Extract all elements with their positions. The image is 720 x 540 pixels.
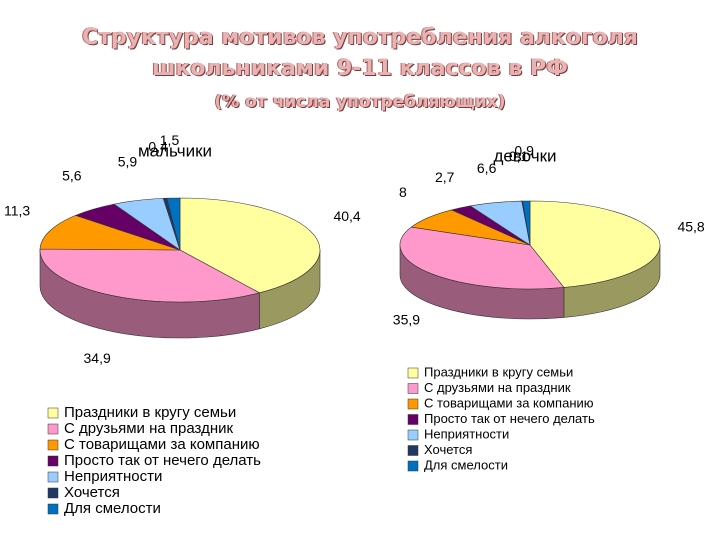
legend-label: С товарищами за компанию bbox=[64, 436, 260, 453]
legend-swatch bbox=[47, 407, 59, 419]
data-label: 35,9 bbox=[393, 311, 420, 327]
data-label: 0,4 bbox=[148, 139, 168, 155]
data-label: 34,9 bbox=[84, 350, 111, 366]
legend-label: Для смелости bbox=[424, 457, 508, 472]
legend-label: Неприятности bbox=[424, 426, 509, 441]
legend-label: Праздники в кругу семьи bbox=[64, 404, 236, 421]
legend-swatch bbox=[407, 460, 419, 472]
legend-label: С друзьями на праздник bbox=[64, 420, 233, 437]
data-label: 1,5 bbox=[160, 132, 180, 148]
legend-swatch bbox=[47, 423, 59, 435]
slice bbox=[166, 197, 181, 251]
slice bbox=[529, 200, 661, 288]
slice bbox=[522, 200, 531, 246]
data-label: 11,3 bbox=[4, 202, 30, 218]
legend-swatch bbox=[47, 471, 59, 483]
data-label: 8 bbox=[399, 184, 407, 200]
legend-swatch bbox=[47, 439, 59, 451]
legend-label: Хочется bbox=[64, 484, 120, 501]
legend-label: Праздники в кругу семьи bbox=[424, 364, 573, 379]
legend-swatch bbox=[407, 367, 419, 379]
data-label: 2,7 bbox=[435, 169, 455, 185]
legend-swatch bbox=[407, 414, 419, 425]
legend-label: Неприятности bbox=[64, 468, 162, 485]
legend-swatch bbox=[47, 455, 59, 467]
data-label: 0,1 bbox=[509, 148, 529, 164]
legend-swatch bbox=[47, 503, 59, 515]
slice bbox=[39, 215, 181, 251]
slice bbox=[179, 197, 321, 294]
title: Структура мотивов употребления алкоголя … bbox=[82, 25, 638, 81]
slice bbox=[39, 248, 261, 303]
legend-label: Просто так от нечего делать bbox=[424, 411, 595, 426]
legend-swatch bbox=[47, 487, 59, 499]
legend-label: С друзьями на праздник bbox=[424, 380, 571, 395]
chart-title: мальчики bbox=[138, 141, 212, 160]
legend-label: Просто так от нечего делать bbox=[64, 452, 261, 469]
legend-swatch bbox=[407, 383, 419, 394]
legend-swatch bbox=[407, 445, 419, 456]
legend-swatch bbox=[407, 398, 419, 410]
subtitle: (% от числа употребляющих) bbox=[214, 92, 506, 112]
slice bbox=[399, 226, 565, 290]
data-label: 0,9 bbox=[514, 142, 534, 158]
data-label: 40,4 bbox=[333, 208, 360, 224]
legend-swatch bbox=[407, 429, 419, 441]
legend-label: Хочется bbox=[424, 442, 472, 457]
data-label: 45,8 bbox=[677, 218, 704, 234]
data-label: 5,9 bbox=[118, 153, 138, 169]
data-label: 6,6 bbox=[477, 160, 497, 176]
chart-title: девочки bbox=[493, 146, 556, 165]
legend-label: С товарищами за компанию bbox=[424, 395, 594, 410]
data-label: 5,6 bbox=[62, 167, 82, 183]
legend-label: Для смелости bbox=[64, 500, 161, 517]
